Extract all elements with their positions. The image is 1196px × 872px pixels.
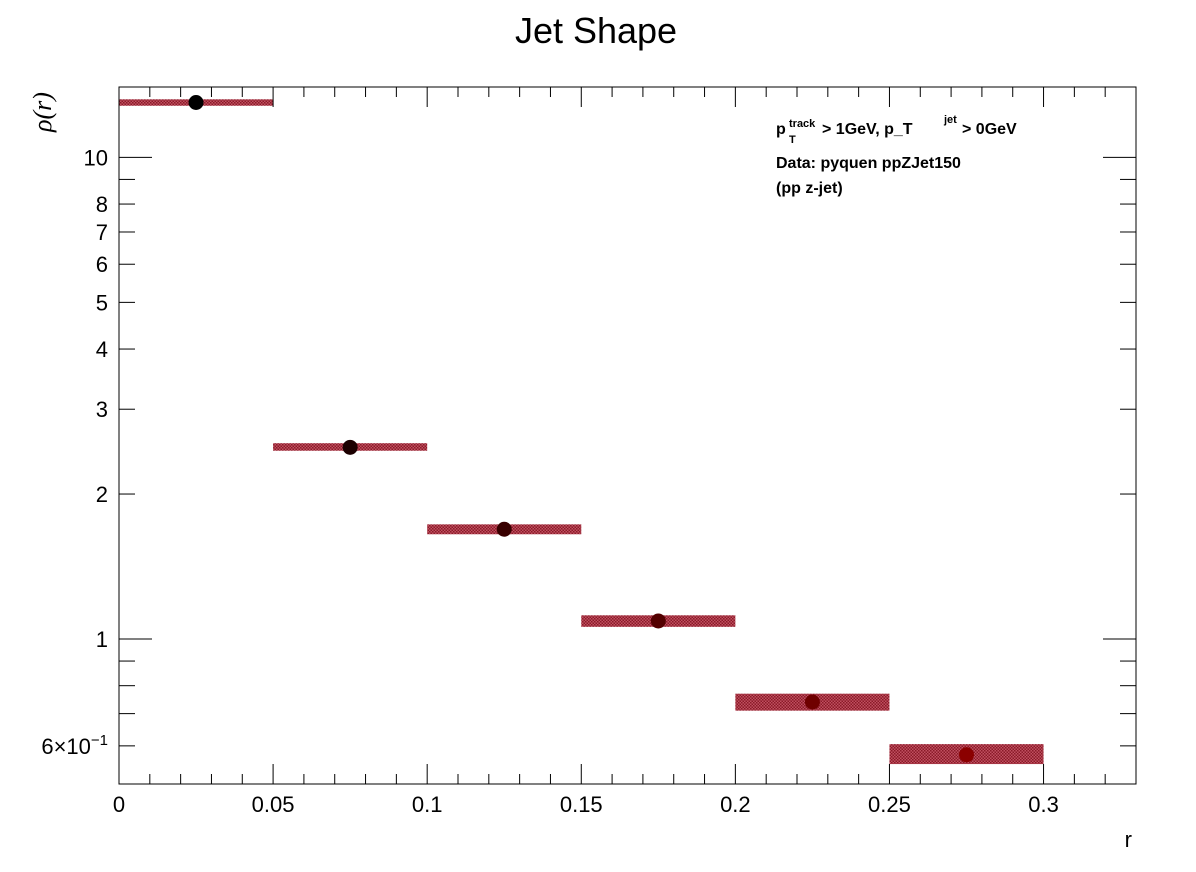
y-tick-label-7: 2 <box>96 482 108 507</box>
annotation-line2: Data: pyquen ppZJet150 <box>776 155 961 172</box>
y-tick-label-1: 8 <box>96 192 108 217</box>
annotation-line1-end: > 0GeV <box>962 121 1017 138</box>
data-point-0 <box>188 95 204 111</box>
chart-title: Jet Shape <box>515 10 677 51</box>
annotation-line1-sup2: jet <box>943 114 957 126</box>
error-bands <box>119 99 1044 765</box>
x-axis-ticks: 0 0.05 0.1 0.15 0.2 0.25 0.3 <box>113 87 1137 817</box>
x-tick-label-3: 0.15 <box>560 792 603 817</box>
x-tick-label-0: 0 <box>113 792 125 817</box>
plot-frame <box>118 86 1137 785</box>
x-tick-label-5: 0.25 <box>868 792 911 817</box>
y-tick-label-4: 5 <box>96 290 108 315</box>
x-axis-title: r <box>1125 827 1132 852</box>
data-point-1 <box>342 439 358 455</box>
annotation: p track T > 1GeV, p_T jet > 0GeV Data: p… <box>776 114 1017 197</box>
y-tick-label-6: 3 <box>96 397 108 422</box>
y-axis-title-arg: (r) <box>28 92 57 119</box>
y-axis-title: ρ(r) <box>28 92 57 133</box>
annotation-line1-sub: T <box>789 134 796 146</box>
annotation-line1: p <box>776 121 786 138</box>
data-point-2 <box>496 521 512 537</box>
y-axis-ticks: 10 8 7 6 5 4 3 2 1 6×10−1 <box>41 145 1136 785</box>
y-tick-label-3: 6 <box>96 252 108 277</box>
x-tick-label-6: 0.3 <box>1028 792 1059 817</box>
y-tick-label-0: 10 <box>84 145 108 170</box>
y-tick-label-8: 1 <box>96 627 108 652</box>
annotation-line3: (pp z-jet) <box>776 180 843 197</box>
y-axis-title-symbol: ρ <box>28 120 57 133</box>
data-point-3 <box>650 613 666 629</box>
x-tick-label-1: 0.05 <box>252 792 295 817</box>
y-tick-label-5: 4 <box>96 337 108 362</box>
data-point-5 <box>959 747 974 763</box>
annotation-line1-sup: track <box>789 118 816 130</box>
data-point-4 <box>804 694 820 710</box>
data-markers <box>188 95 974 763</box>
x-tick-label-4: 0.2 <box>720 792 751 817</box>
y-tick-label-2: 7 <box>96 220 108 245</box>
annotation-line1-rest: > 1GeV, p_T <box>822 121 913 138</box>
y-tick-label-9: 6×10−1 <box>41 732 108 759</box>
x-tick-label-2: 0.1 <box>412 792 443 817</box>
